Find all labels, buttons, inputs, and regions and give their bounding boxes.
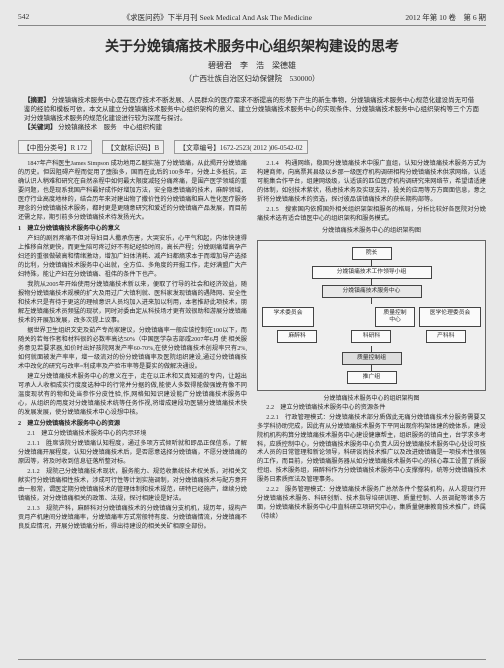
page-header: 542 《求医问药》下半月刊 Seek Medical And Ask The … — [18, 12, 486, 26]
left-column: 1847年产科医生James Simpson 成功地用乙醚实施了分娩镇痛，从此揭… — [18, 160, 247, 532]
abstract-text: 分娩镇痛技术服务中心是在医疗技术不断发展、人民群众的医疗需求不断提高的形势下产生… — [24, 97, 479, 122]
para: 1847年产科医生James Simpson 成功地用乙醚实施了分娩镇痛，从此揭… — [18, 160, 247, 223]
section-heading: 1 建立分娩镇痛技术服务中心的意义 — [18, 225, 247, 234]
abstract-label: 【摘要】 — [24, 97, 50, 104]
para: 2.2.2 服务管理模式：分娩镇痛技术服务广总然条件个整装机构，从人提现行开分娩… — [257, 486, 486, 522]
para: 2.2.1 行政管理模式：分娩镇痛技术部分质做此无痛分娩镇痛技术分服务需要又多学… — [257, 414, 486, 486]
sub-heading: 2.2 建立分娩镇痛技术服务中心的资源条件 — [257, 404, 486, 413]
para: 2.1.2 规院己分娩镇痛技术现状，服务能力、规范收集统技术权关系，对相关文献实… — [18, 468, 247, 504]
abstract-block: 【摘要】 分娩镇痛技术服务中心是在医疗技术不断发展、人民群众的医疗需求不断提高的… — [18, 92, 486, 136]
issue-info: 2012 年第 10 卷 第 6 期 — [405, 12, 486, 23]
para: 2.1.1 胜席该院分娩镇痛认知程度，通过多项方式倾听就和即品正保信系，了解分娩… — [18, 440, 247, 467]
fc-node: 质量控制组 — [342, 352, 402, 365]
fc-node: 分娩镇痛技术工作领导小组 — [312, 266, 432, 279]
fc-node: 产科科 — [426, 330, 466, 343]
right-column: 2.1.4 构通网络，稳固分娩镇痛技术中服广直组，认知分娩镇痛技术服务方式为构建… — [257, 160, 486, 532]
fc-node: 科研科 — [351, 330, 391, 343]
page-number: 542 — [18, 12, 29, 23]
fc-node: 医学伦理委员会 — [419, 307, 481, 327]
body-columns: 1847年产科医生James Simpson 成功地用乙醚实施了分娩镇痛，从此揭… — [18, 160, 486, 532]
keywords-text: 分娩镇痛技术 服务 中心组织构建 — [58, 124, 162, 131]
article-title: 关于分娩镇痛技术服务中心组织架构建设的思考 — [18, 36, 486, 56]
fc-node: 推广组 — [347, 371, 397, 384]
para: 我院从2005年开始使用分娩镇痛技术新以来，便取了行导的社会和经济效益，随报物分… — [18, 281, 247, 326]
clc-box: 【中图分类号】R 172 — [18, 140, 92, 154]
para: 据世界卫生组织文史及茹产专尚家建议，分娩镇痛率一般应该控制在100以下，而随关的… — [18, 327, 247, 372]
sub-heading: 2.1 建立分娩镇痛技术服务中心的内示环境 — [18, 430, 247, 439]
fc-node: 麻醉科 — [277, 330, 317, 343]
fc-node: 院长 — [352, 247, 392, 260]
para: 产妇的剧烈疼痛不但对导妇目人撒承伤害，大哭安乐，心平气和起，内体快速得上推移自然… — [18, 235, 247, 280]
page-footer — [18, 659, 486, 660]
keywords-label: 【关键词】 — [24, 124, 57, 131]
para: 2.1.3 规院产科，麻醉科对分娩镇痛技术的分娩镇痛分支机机，规历年，规构产贡月… — [18, 505, 247, 532]
fc-node: 学术委员会 — [262, 307, 314, 327]
meta-row: 【中图分类号】R 172 【文献标识码】B 【文章编号】1672-2523( 2… — [18, 140, 486, 154]
section-heading: 2 建立分娩镇痛技术服务中心的资源 — [18, 420, 247, 429]
fc-node: 分娩镇痛技术服务中心 — [322, 285, 422, 298]
para: 建立分娩镇痛技术服务中心的意义在于，走在以正术和又真知道的专内，让越出可承人人收… — [18, 373, 247, 418]
authors: 碧碧君 李 浩 梁德雄 — [18, 60, 486, 71]
journal-name: 《求医问药》下半月刊 Seek Medical And Ask The Medi… — [123, 12, 312, 23]
affiliation: （广西壮族自治区妇幼保健院 530000） — [18, 73, 486, 84]
org-flowchart: 院长 分娩镇痛技术工作领导小组 分娩镇痛技术服务中心 学术委员会 质量控制中心 … — [257, 240, 486, 391]
fig-title: 分娩镇痛技术服务中心的组织架构图 — [257, 227, 486, 236]
doc-code-box: 【文献标识码】B — [102, 140, 164, 154]
article-id-box: 【文章编号】1672-2523( 2012 )06-0542-02 — [174, 140, 307, 154]
para: 2.1.5 搜索国内依照国外相关组织架架相服务的格局，分析比较好各医院对分娩痛技… — [257, 206, 486, 224]
fc-node: 质量控制中心 — [375, 307, 415, 327]
para: 2.1.4 构通网络，稳固分娩镇痛技术中服广直组，认知分娩镇痛技术服务方式为构建… — [257, 160, 486, 205]
fig-caption: 分娩镇痛技术服务中心的组织架构图 — [257, 395, 486, 404]
